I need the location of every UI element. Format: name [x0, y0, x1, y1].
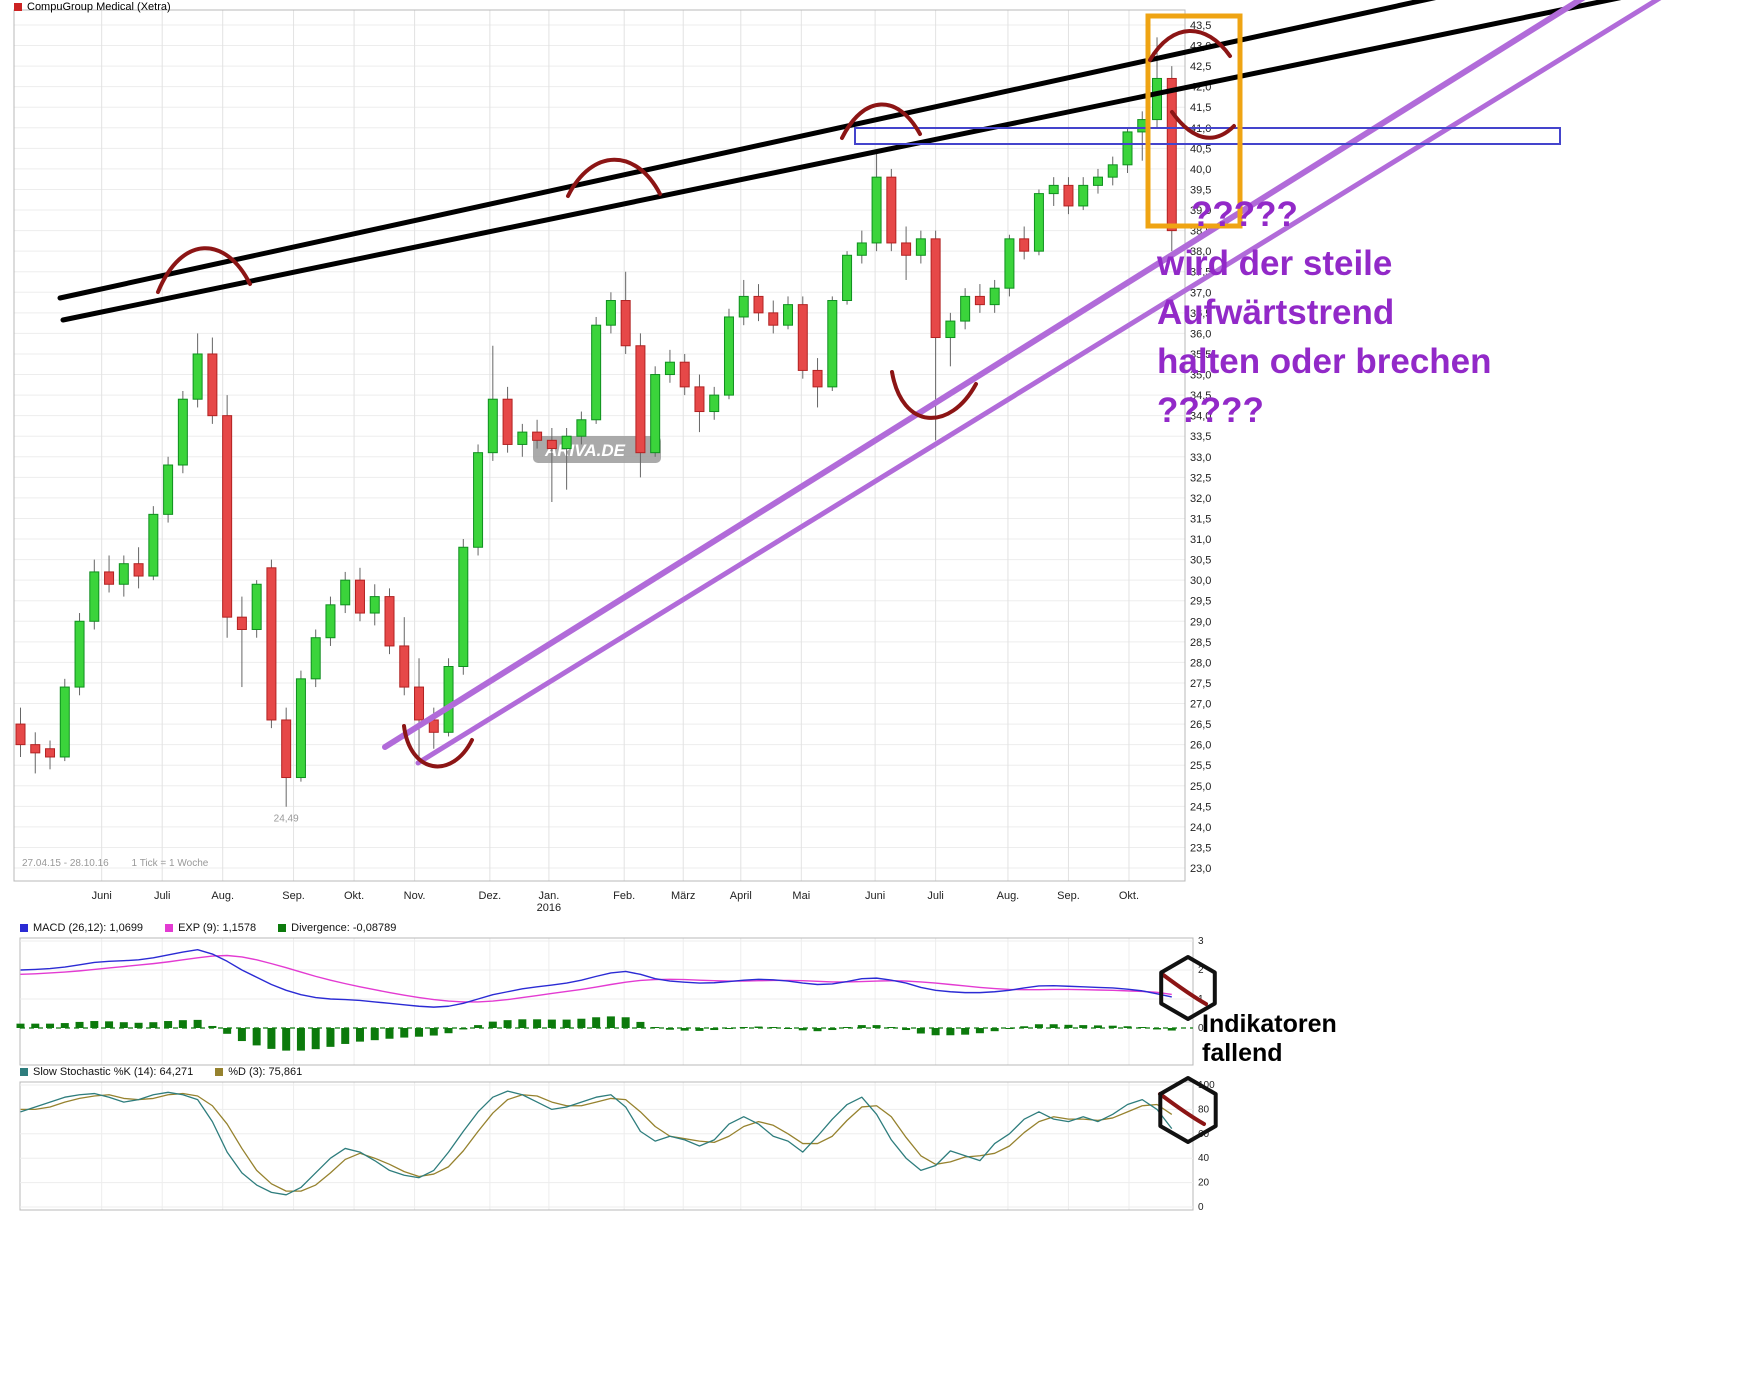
svg-text:Aug.: Aug. [211, 890, 234, 902]
svg-text:42,5: 42,5 [1190, 61, 1211, 73]
indicators-falling-annotation: Indikatoren fallend [1202, 1010, 1337, 1068]
svg-text:Mai: Mai [792, 890, 810, 902]
svg-text:24,49: 24,49 [274, 814, 299, 825]
svg-text:34,0: 34,0 [1190, 411, 1211, 423]
svg-text:41,5: 41,5 [1190, 102, 1211, 114]
svg-text:80: 80 [1198, 1104, 1210, 1115]
svg-text:Dez.: Dez. [479, 890, 502, 902]
svg-text:31,5: 31,5 [1190, 513, 1211, 525]
svg-text:Okt.: Okt. [344, 890, 364, 902]
divergence-legend-item: Divergence: -0,08789 [278, 922, 396, 934]
exp-color-icon [165, 924, 174, 932]
svg-text:Jan.: Jan. [539, 890, 560, 902]
svg-text:32,5: 32,5 [1190, 472, 1211, 484]
stoch-d-color-icon [215, 1068, 224, 1076]
svg-text:2016: 2016 [537, 902, 561, 914]
svg-text:40,5: 40,5 [1190, 143, 1211, 155]
question-line: halten oder brechen [1157, 342, 1492, 381]
svg-text:27,5: 27,5 [1190, 678, 1211, 690]
svg-text:40: 40 [1198, 1153, 1210, 1164]
svg-text:37,0: 37,0 [1190, 287, 1211, 299]
svg-text:März: März [671, 890, 695, 902]
svg-text:36,0: 36,0 [1190, 328, 1211, 340]
svg-text:35,5: 35,5 [1190, 349, 1211, 361]
svg-text:Okt.: Okt. [1119, 890, 1139, 902]
question-line: ????? [1157, 391, 1264, 430]
divergence-value-label: Divergence: -0,08789 [291, 922, 397, 934]
chart-title: CompuGroup Medical (Xetra) [27, 1, 171, 13]
svg-text:Juli: Juli [154, 890, 171, 902]
svg-text:23,0: 23,0 [1190, 863, 1211, 875]
question-line: wird der steile [1157, 244, 1393, 283]
svg-text:34,5: 34,5 [1190, 390, 1211, 402]
svg-text:Sep.: Sep. [1057, 890, 1080, 902]
indicators-line: Indikatoren [1202, 1010, 1337, 1038]
svg-text:0: 0 [1198, 1023, 1204, 1034]
svg-text:Juli: Juli [927, 890, 944, 902]
svg-text:20: 20 [1198, 1178, 1210, 1189]
svg-text:Juni: Juni [865, 890, 885, 902]
svg-text:Feb.: Feb. [613, 890, 635, 902]
svg-text:Aug.: Aug. [997, 890, 1020, 902]
svg-text:36,5: 36,5 [1190, 308, 1211, 320]
svg-text:25,5: 25,5 [1190, 760, 1211, 772]
stoch-d-value-label: %D (3): 75,861 [228, 1066, 303, 1078]
svg-text:43,5: 43,5 [1190, 20, 1211, 32]
svg-text:24,5: 24,5 [1190, 801, 1211, 813]
macd-color-icon [20, 924, 28, 932]
svg-text:38,0: 38,0 [1190, 246, 1211, 258]
svg-text:30,5: 30,5 [1190, 555, 1211, 567]
svg-text:33,5: 33,5 [1190, 431, 1211, 443]
svg-text:28,5: 28,5 [1190, 637, 1211, 649]
macd-value-label: MACD (26,12): 1,0699 [33, 922, 144, 934]
question-line: ????? [1191, 195, 1298, 234]
date-range-label: 27.04.15 - 28.10.16 [22, 858, 109, 869]
chart-header: CompuGroup Medical (Xetra) [14, 1, 171, 13]
svg-text:39,0: 39,0 [1190, 205, 1211, 217]
chart-range-note: 27.04.15 - 28.10.16 1 Tick = 1 Woche [22, 858, 208, 869]
tick-interval-label: 1 Tick = 1 Woche [131, 858, 209, 869]
svg-text:26,5: 26,5 [1190, 719, 1211, 731]
divergence-color-icon [278, 924, 287, 932]
svg-text:31,0: 31,0 [1190, 534, 1211, 546]
stoch-k-legend-item: Slow Stochastic %K (14): 64,271 [20, 1066, 193, 1078]
indicators-line: fallend [1202, 1039, 1283, 1067]
svg-text:32,0: 32,0 [1190, 493, 1211, 505]
svg-text:24,0: 24,0 [1190, 822, 1211, 834]
svg-text:Nov.: Nov. [404, 890, 426, 902]
svg-text:Juni: Juni [92, 890, 112, 902]
svg-text:27,0: 27,0 [1190, 699, 1211, 711]
stoch-d-legend-item: %D (3): 75,861 [215, 1066, 302, 1078]
svg-text:25,0: 25,0 [1190, 781, 1211, 793]
svg-text:35,0: 35,0 [1190, 370, 1211, 382]
stoch-k-color-icon [20, 1068, 28, 1076]
svg-text:23,5: 23,5 [1190, 842, 1211, 854]
svg-text:3: 3 [1198, 936, 1204, 947]
macd-legend-item: MACD (26,12): 1,0699 [20, 922, 143, 934]
stochastic-legend: Slow Stochastic %K (14): 64,271 %D (3): … [20, 1066, 302, 1078]
svg-text:29,0: 29,0 [1190, 616, 1211, 628]
svg-text:29,5: 29,5 [1190, 596, 1211, 608]
question-annotation: ????? wird der steile Aufwärtstrend halt… [1157, 190, 1492, 435]
macd-legend: MACD (26,12): 1,0699 EXP (9): 1,1578 Div… [20, 922, 396, 934]
svg-text:28,0: 28,0 [1190, 657, 1211, 669]
svg-text:40,0: 40,0 [1190, 164, 1211, 176]
svg-text:April: April [730, 890, 752, 902]
exp-legend-item: EXP (9): 1,1578 [165, 922, 256, 934]
svg-text:39,5: 39,5 [1190, 184, 1211, 196]
svg-text:30,0: 30,0 [1190, 575, 1211, 587]
svg-text:0: 0 [1198, 1202, 1204, 1213]
svg-text:2: 2 [1198, 965, 1204, 976]
svg-text:26,0: 26,0 [1190, 740, 1211, 752]
svg-text:33,0: 33,0 [1190, 452, 1211, 464]
svg-text:100: 100 [1198, 1080, 1215, 1091]
series-marker-icon [14, 3, 22, 11]
question-line: Aufwärtstrend [1157, 293, 1395, 332]
exp-value-label: EXP (9): 1,1578 [178, 922, 257, 934]
svg-text:Sep.: Sep. [282, 890, 305, 902]
stoch-k-value-label: Slow Stochastic %K (14): 64,271 [33, 1066, 194, 1078]
